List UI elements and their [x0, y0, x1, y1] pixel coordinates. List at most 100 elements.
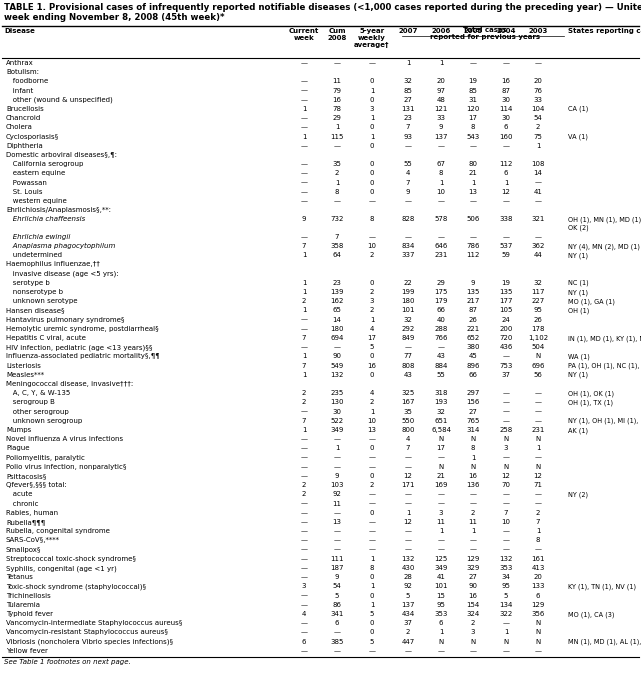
Text: —: — [535, 501, 542, 506]
Text: OH (1), MN (1), MD (1), VA (1), NC (1), KY (1), TN (1),: OH (1), MN (1), MD (1), VA (1), NC (1), … [568, 216, 641, 223]
Text: 161: 161 [531, 556, 545, 562]
Text: 0: 0 [370, 170, 374, 176]
Text: —: — [301, 602, 308, 608]
Text: —: — [369, 546, 376, 553]
Text: CA (1): CA (1) [568, 106, 588, 112]
Text: 430: 430 [401, 565, 415, 571]
Text: —: — [369, 455, 376, 461]
Text: 896: 896 [466, 362, 479, 369]
Text: 29: 29 [333, 115, 342, 121]
Text: 103: 103 [330, 482, 344, 489]
Text: 101: 101 [401, 307, 415, 313]
Text: 1: 1 [302, 280, 306, 286]
Text: N: N [535, 353, 540, 360]
Text: 187: 187 [330, 565, 344, 571]
Text: 231: 231 [531, 427, 545, 433]
Text: —: — [301, 455, 308, 461]
Text: 41: 41 [437, 574, 445, 580]
Text: OK (2): OK (2) [568, 225, 588, 231]
Text: —: — [469, 198, 476, 204]
Text: —: — [301, 79, 308, 84]
Text: Plague: Plague [6, 446, 29, 451]
Text: 651: 651 [435, 418, 447, 424]
Text: —: — [333, 648, 340, 654]
Text: 322: 322 [499, 611, 513, 617]
Text: 7: 7 [302, 362, 306, 369]
Text: 80: 80 [469, 161, 478, 167]
Text: 12: 12 [533, 473, 542, 479]
Text: 522: 522 [331, 418, 344, 424]
Text: —: — [333, 198, 340, 204]
Text: —: — [503, 528, 510, 534]
Text: 297: 297 [466, 390, 479, 396]
Text: 0: 0 [370, 143, 374, 149]
Text: 125: 125 [435, 556, 447, 562]
Text: 19: 19 [469, 79, 478, 84]
Text: 5: 5 [504, 593, 508, 599]
Text: other (wound & unspecified): other (wound & unspecified) [6, 96, 113, 103]
Text: 4: 4 [370, 390, 374, 396]
Text: 129: 129 [466, 556, 479, 562]
Text: 59: 59 [501, 252, 510, 258]
Text: 1: 1 [504, 630, 508, 635]
Text: —: — [503, 620, 510, 626]
Text: 2: 2 [302, 400, 306, 406]
Text: 5: 5 [370, 639, 374, 645]
Text: N: N [438, 464, 444, 470]
Text: —: — [535, 546, 542, 553]
Text: 6: 6 [438, 620, 443, 626]
Text: —: — [404, 455, 412, 461]
Text: 1: 1 [302, 134, 306, 140]
Text: 0: 0 [370, 510, 374, 516]
Text: 15: 15 [437, 593, 445, 599]
Text: N: N [470, 464, 476, 470]
Text: NY (1): NY (1) [568, 289, 588, 296]
Text: N: N [470, 639, 476, 645]
Text: —: — [438, 501, 444, 506]
Text: 37: 37 [501, 372, 510, 378]
Text: N: N [535, 620, 540, 626]
Text: —: — [301, 409, 308, 415]
Text: —: — [301, 648, 308, 654]
Text: —: — [301, 60, 308, 66]
Text: —: — [301, 317, 308, 322]
Text: —: — [301, 436, 308, 442]
Text: —: — [535, 198, 542, 204]
Text: Trichinellosis: Trichinellosis [6, 593, 51, 599]
Text: 549: 549 [330, 362, 344, 369]
Text: 86: 86 [333, 602, 342, 608]
Text: —: — [404, 537, 412, 544]
Text: —: — [438, 234, 444, 240]
Text: —: — [438, 344, 444, 350]
Text: —: — [333, 143, 340, 149]
Text: 4: 4 [370, 326, 374, 332]
Text: 1: 1 [470, 528, 475, 534]
Text: 104: 104 [531, 106, 545, 112]
Text: 356: 356 [531, 611, 545, 617]
Text: —: — [369, 198, 376, 204]
Text: 1: 1 [406, 510, 410, 516]
Text: Haemophilus influenzae,††: Haemophilus influenzae,†† [6, 262, 100, 267]
Text: 537: 537 [499, 243, 513, 249]
Text: —: — [301, 96, 308, 103]
Text: 64: 64 [333, 252, 342, 258]
Text: 221: 221 [467, 326, 479, 332]
Text: 10: 10 [437, 189, 445, 195]
Text: 112: 112 [466, 252, 479, 258]
Text: 11: 11 [333, 79, 342, 84]
Text: 231: 231 [435, 252, 447, 258]
Text: Polio virus infection, nonparalytic§: Polio virus infection, nonparalytic§ [6, 464, 126, 470]
Text: 135: 135 [499, 289, 513, 295]
Text: Rubella¶¶¶: Rubella¶¶¶ [6, 519, 46, 525]
Text: 380: 380 [466, 344, 479, 350]
Text: 9: 9 [406, 189, 410, 195]
Text: —: — [469, 546, 476, 553]
Text: 1: 1 [370, 409, 374, 415]
Text: 14: 14 [333, 317, 342, 322]
Text: 32: 32 [437, 409, 445, 415]
Text: 720: 720 [499, 335, 513, 341]
Text: Syphilis, congenital (age <1 yr): Syphilis, congenital (age <1 yr) [6, 565, 117, 572]
Text: —: — [503, 390, 510, 396]
Text: —: — [535, 400, 542, 406]
Text: —: — [333, 546, 340, 553]
